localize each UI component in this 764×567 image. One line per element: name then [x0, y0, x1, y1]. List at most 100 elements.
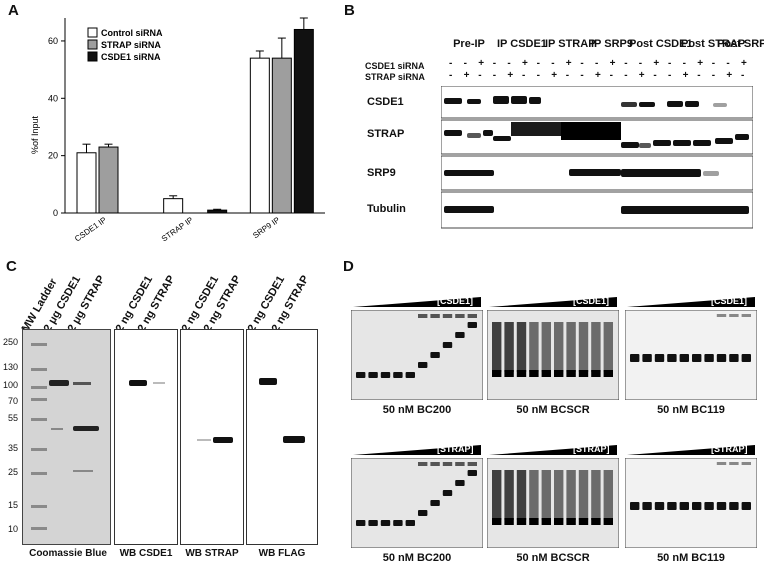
- error-bar: [104, 143, 113, 148]
- x-tick-label: SRP9 IP: [251, 215, 281, 240]
- panel-label-a: A: [8, 2, 19, 19]
- error-bar: [255, 50, 264, 59]
- legend-label: STRAP siRNA: [101, 40, 161, 50]
- error-bar: [299, 17, 308, 30]
- caption-coomassie: Coomassie Blue: [29, 548, 107, 559]
- legend-swatch: [87, 39, 98, 50]
- gel-caption: 50 nM BCSCR: [516, 552, 590, 564]
- sign-cell: -: [536, 70, 540, 81]
- concentration-wedge: [627, 297, 755, 307]
- blot-label-strap: STRAP: [367, 128, 405, 140]
- gel-caption: 50 nM BC119: [657, 404, 725, 416]
- protein-tag: [STRAP]: [437, 444, 474, 454]
- western-blot-image: [441, 86, 753, 229]
- panel-label-c: C: [6, 258, 17, 275]
- sign-cell: -: [463, 58, 467, 69]
- wb-strap-membrane: [180, 329, 244, 545]
- sign-cell: -: [653, 70, 657, 81]
- caption-wb-strap: WB STRAP: [185, 548, 239, 559]
- panel-c: MW Ladder 2 μg CSDE1 2 μg STRAP 2 ng CSDE1 2…: [0, 268, 340, 567]
- coomassie-gel: [22, 329, 111, 545]
- blot-label-csde1: CSDE1: [367, 96, 404, 108]
- ip-group-label: IP STRAP: [545, 38, 596, 50]
- sign-cell: +: [522, 58, 528, 69]
- protein-tag: [STRAP]: [711, 444, 748, 454]
- legend-label: Control siRNA: [101, 28, 163, 38]
- gel-caption: 50 nM BC119: [657, 552, 725, 564]
- mw-marker: 15: [7, 500, 18, 510]
- emsa-gel: [351, 458, 483, 548]
- legend-label: CSDE1 siRNA: [101, 52, 161, 62]
- error-bar: [169, 195, 178, 199]
- emsa-gel: [487, 458, 619, 548]
- sign-cell: +: [682, 70, 689, 81]
- blot-label-tubulin: Tubulin: [367, 203, 406, 215]
- sign-cell: -: [478, 70, 482, 81]
- mw-marker: 25: [7, 467, 18, 477]
- mw-marker: 55: [7, 413, 18, 423]
- mw-marker: 35: [7, 443, 18, 453]
- y-tick-label: 60: [48, 36, 58, 46]
- caption-wb-flag: WB FLAG: [258, 548, 306, 559]
- sign-cell: +: [609, 58, 616, 69]
- sign-cell: -: [492, 70, 497, 81]
- sign-cell: -: [507, 58, 511, 69]
- ip-group-label: Post CSDE1: [629, 38, 693, 50]
- sign-cell: +: [741, 58, 747, 69]
- protein-tag: [STRAP]: [573, 444, 610, 454]
- mw-marker: 250: [2, 337, 18, 347]
- caption-wb-csde1: WB CSDE1: [119, 548, 173, 559]
- bar: [271, 57, 292, 214]
- sign-cell: -: [668, 70, 672, 81]
- ip-group-label: Pre-IP: [453, 38, 485, 50]
- concentration-wedge: [489, 297, 617, 307]
- error-bar: [277, 37, 286, 59]
- sign-cell: -: [711, 70, 716, 81]
- mw-marker: 70: [7, 396, 18, 406]
- y-tick-label: 0: [53, 208, 58, 218]
- bar: [98, 146, 119, 214]
- sign-cell: -: [697, 70, 701, 81]
- chart-legend: Control siRNA STRAP siRNA CSDE1 siRNA: [87, 27, 163, 62]
- wb-flag-membrane: [246, 329, 318, 545]
- x-tick-label: STRAP IP: [160, 215, 195, 243]
- strap-sirna-label: STRAP siRNA: [365, 72, 425, 82]
- y-tick-label: 40: [48, 93, 58, 103]
- sign-cell: -: [711, 58, 716, 69]
- y-tick-label: 20: [48, 151, 58, 161]
- sign-cell: +: [565, 58, 572, 69]
- x-tick-label: CSDE1 IP: [73, 215, 108, 243]
- sign-cell: +: [478, 58, 485, 69]
- sign-cell: +: [551, 70, 558, 81]
- sign-cell: -: [449, 58, 453, 69]
- sign-cell: +: [595, 70, 601, 81]
- concentration-wedge: [489, 445, 617, 455]
- sign-cell: +: [726, 70, 733, 81]
- bar: [293, 28, 314, 214]
- csde1-sirna-label: CSDE1 siRNA: [365, 61, 425, 71]
- sign-cell: -: [536, 58, 540, 69]
- gel-caption: 50 nM BC200: [382, 404, 452, 416]
- gel-caption: 50 nM BC200: [382, 552, 452, 564]
- concentration-wedge: [353, 445, 481, 455]
- sign-cell: +: [507, 70, 514, 81]
- panel-d: [CSDE1] 50 nM BC200 [CSDE1] 50 nM BCSCR [CSD…: [345, 290, 764, 567]
- panel-label-d: D: [343, 258, 354, 275]
- sign-cell: -: [580, 70, 584, 81]
- ip-group-label: IP SRP9: [591, 38, 633, 50]
- ip-group-label: Post STRAP: [681, 38, 746, 50]
- sign-cell: -: [741, 70, 745, 81]
- sign-cell: -: [624, 58, 628, 69]
- protein-tag: [CSDE1]: [437, 296, 474, 306]
- mw-marker: 100: [2, 380, 18, 390]
- sign-cell: -: [609, 70, 613, 81]
- bar: [163, 198, 184, 214]
- error-bar: [82, 143, 91, 153]
- panel-label-b: B: [344, 2, 355, 19]
- sign-cell: +: [638, 70, 645, 81]
- y-axis-label: %of Input: [30, 115, 40, 154]
- bar: [76, 152, 97, 214]
- sign-cell: -: [682, 58, 686, 69]
- sign-cell: -: [492, 58, 497, 69]
- bar: [207, 209, 228, 214]
